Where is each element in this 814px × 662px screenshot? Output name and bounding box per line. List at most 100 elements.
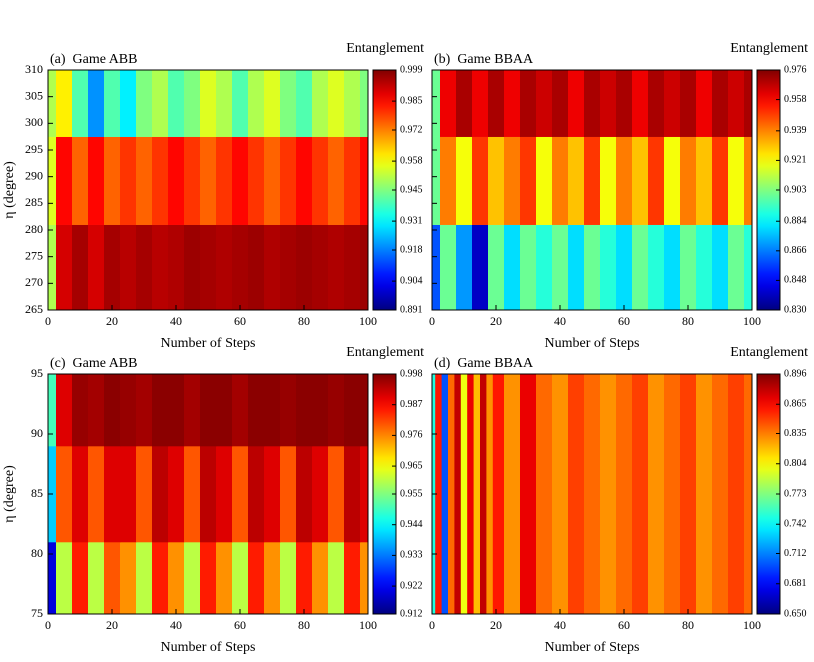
heat-cell — [232, 374, 249, 447]
heat-cell — [248, 136, 265, 225]
x-tick-label: 60 — [618, 314, 630, 328]
heat-cell — [520, 374, 537, 615]
heat-cell — [584, 374, 601, 615]
x-tick-label: 40 — [554, 618, 566, 632]
heat-cell — [328, 70, 345, 137]
heat-cell — [168, 70, 185, 137]
colorbar-tick-label: 0.922 — [400, 580, 423, 591]
y-tick-label: 300 — [25, 115, 43, 129]
heat-cell — [584, 136, 601, 225]
heat-cell — [216, 374, 233, 447]
heat-cell — [248, 70, 265, 137]
colorbar-tick-label: 0.921 — [784, 155, 807, 166]
heat-cell — [104, 542, 121, 615]
heat-cell — [104, 70, 121, 137]
heat-cell — [728, 70, 745, 137]
heat-cell — [232, 70, 249, 137]
heat-cell — [712, 70, 729, 137]
heat-cell — [536, 70, 553, 137]
heat-cell — [440, 136, 457, 225]
colorbar-tick-label: 0.933 — [400, 550, 423, 561]
x-tick-label: 60 — [234, 314, 246, 328]
heat-cell — [432, 136, 441, 225]
heat-cell — [360, 136, 369, 225]
x-tick-label: 100 — [359, 314, 377, 328]
heat-cell — [344, 542, 361, 615]
heat-cell — [664, 224, 681, 311]
heat-cell — [664, 136, 681, 225]
heat-cell — [432, 70, 441, 137]
heat-cell — [248, 374, 265, 447]
y-axis-label: η (degree) — [2, 465, 17, 523]
colorbar-tick-label: 0.681 — [784, 578, 807, 589]
heat-cell — [216, 542, 233, 615]
heat-cell — [616, 70, 633, 137]
heat-cell — [72, 542, 89, 615]
heat-cell — [680, 136, 697, 225]
heat-cell — [632, 374, 649, 615]
panel-title: (d) Game BBAA — [434, 356, 534, 371]
heat-cell — [472, 224, 489, 311]
heat-cell — [568, 136, 585, 225]
heat-cell — [504, 224, 521, 311]
heat-cell — [344, 446, 361, 543]
heat-cell — [488, 224, 505, 311]
colorbar-tick-label: 0.976 — [784, 64, 807, 75]
heat-cell — [328, 136, 345, 225]
heat-cell — [360, 374, 369, 447]
heat-cell — [136, 224, 153, 311]
heat-cell — [72, 374, 89, 447]
colorbar-tick-label: 0.945 — [400, 184, 423, 195]
colorbar-tick-label: 0.896 — [784, 368, 807, 379]
heat-cell — [536, 374, 553, 615]
heat-cell — [520, 70, 537, 137]
heat-cell — [248, 542, 265, 615]
colorbar-tick-label: 0.912 — [400, 608, 423, 619]
y-tick-label: 290 — [25, 168, 43, 182]
heat-cell — [696, 136, 713, 225]
heat-cell — [552, 374, 569, 615]
heat-cell — [184, 224, 201, 311]
heat-cell — [152, 542, 169, 615]
heat-cell — [712, 136, 729, 225]
heat-cell — [600, 70, 617, 137]
y-axis-label: η (degree) — [2, 161, 17, 219]
heat-cell — [744, 374, 753, 615]
heat-cell — [632, 136, 649, 225]
heat-cell — [312, 446, 329, 543]
colorbar-tick-label: 0.944 — [400, 519, 423, 530]
x-tick-label: 0 — [45, 618, 51, 632]
heat-cell — [486, 374, 494, 615]
heat-cell — [360, 70, 369, 137]
panel-title: (a) Game ABB — [50, 52, 137, 67]
colorbar-tick-label: 0.985 — [400, 95, 423, 106]
heat-cell — [432, 224, 441, 311]
heat-cell — [616, 224, 633, 311]
heat-cell — [152, 136, 169, 225]
heat-cell — [344, 374, 361, 447]
heat-cell — [472, 136, 489, 225]
heat-cell — [184, 374, 201, 447]
colorbar-tick-label: 0.866 — [784, 245, 807, 256]
heat-cell — [48, 136, 57, 225]
heat-cell — [344, 136, 361, 225]
heat-cell — [328, 224, 345, 311]
heat-cell — [48, 374, 57, 447]
colorbar-tick-label: 0.965 — [400, 460, 423, 471]
heat-cell — [200, 224, 217, 311]
x-tick-label: 60 — [234, 618, 246, 632]
heat-cell — [248, 446, 265, 543]
heat-cell — [467, 374, 475, 615]
y-tick-label: 295 — [25, 142, 43, 156]
heat-cell — [136, 70, 153, 137]
heat-cell — [120, 542, 137, 615]
y-tick-label: 75 — [31, 606, 43, 620]
heat-cell — [456, 70, 473, 137]
heat-cell — [280, 224, 297, 311]
heat-cell — [136, 542, 153, 615]
x-tick-label: 80 — [298, 618, 310, 632]
heat-cell — [168, 136, 185, 225]
heat-cell — [520, 136, 537, 225]
colorbar-label: Entanglement — [730, 345, 808, 360]
heat-cell — [568, 70, 585, 137]
